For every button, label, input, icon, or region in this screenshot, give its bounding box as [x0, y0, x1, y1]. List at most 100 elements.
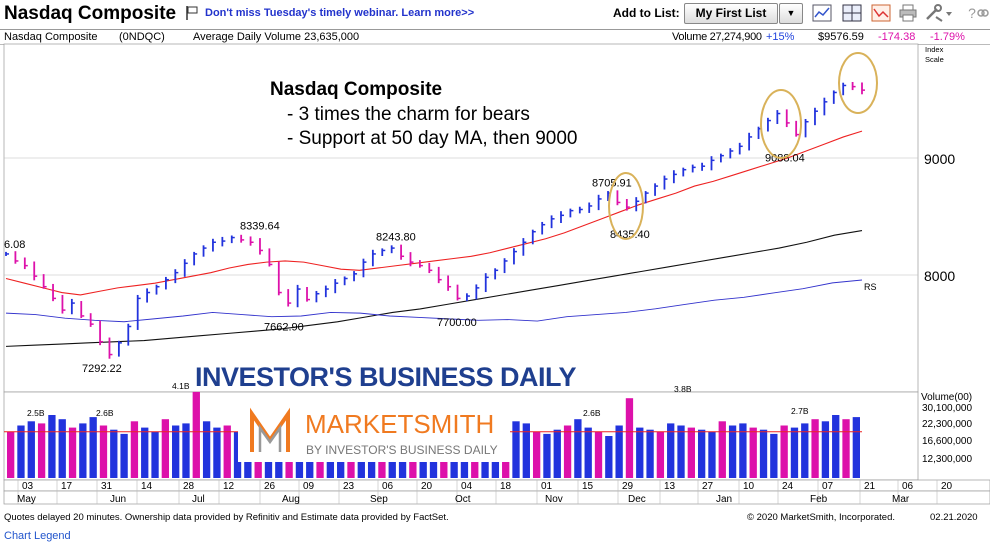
volume-bar — [543, 433, 551, 478]
chevron-down-icon[interactable]: ▼ — [779, 3, 803, 24]
x-day-label: 09 — [303, 481, 315, 492]
chevron-down-small-icon[interactable] — [944, 4, 954, 22]
index-scale-label: Scale — [925, 55, 944, 64]
x-day-label: 26 — [264, 481, 276, 492]
volume-bar — [780, 425, 788, 478]
line-chart-icon[interactable] — [812, 4, 832, 22]
marketsmith-logo-mark — [250, 407, 290, 452]
volume-bar — [832, 415, 840, 478]
x-month-label: Jun — [110, 494, 126, 505]
volume-peak-label: 2.6B — [583, 408, 601, 418]
volume-bar — [728, 425, 737, 478]
volume-bar — [89, 417, 97, 478]
x-day-label: 06 — [902, 481, 914, 492]
price-annotation-label: 8339.64 — [240, 220, 280, 232]
volume-bar — [110, 429, 118, 478]
volume-bar — [656, 431, 665, 478]
volume-bar — [182, 423, 190, 478]
price-tick-label: 9000 — [924, 151, 955, 167]
tools-icon[interactable] — [924, 4, 944, 22]
volume-bar — [801, 423, 809, 478]
volume-bar — [37, 423, 46, 478]
volume-bar — [821, 421, 830, 478]
volume-bar — [667, 423, 675, 478]
list-select[interactable]: My First List — [684, 3, 778, 24]
volume-value: Volume 27,274,900 — [672, 31, 762, 43]
price-annotation-label: 7662.90 — [264, 321, 304, 333]
help-icon[interactable]: ? — [962, 4, 982, 22]
x-month-label: Jan — [716, 494, 732, 505]
x-day-label: 15 — [582, 481, 594, 492]
security-name: Nasdaq Composite — [4, 31, 98, 43]
price-annotation-label: 7700.00 — [437, 317, 477, 329]
volume-tick-label: 12,300,000 — [922, 454, 972, 465]
x-month-label: Dec — [628, 494, 646, 505]
print-icon[interactable] — [898, 4, 918, 22]
volume-bar — [697, 429, 706, 478]
x-day-label: 14 — [141, 481, 153, 492]
volume-peak-label: 3.8B — [674, 384, 692, 394]
volume-bar — [120, 433, 128, 478]
link-icon[interactable] — [977, 4, 989, 22]
x-day-label: 24 — [782, 481, 794, 492]
volume-peak-label: 2.6B — [96, 408, 114, 418]
marketsmith-logo-text: MARKETSMITH — [305, 409, 494, 439]
volume-bar — [574, 419, 582, 478]
x-month-label: Jul — [192, 494, 205, 505]
marketsmith-logo-box — [238, 402, 510, 462]
price-tick-label: 8000 — [924, 268, 955, 284]
x-day-label: 07 — [822, 481, 834, 492]
rs-label: RS — [864, 282, 877, 292]
x-month-label: Mar — [892, 494, 910, 505]
volume-bar — [202, 421, 211, 478]
volume-bar — [130, 421, 139, 478]
volume-bar — [223, 425, 231, 478]
index-scale-label: Index — [925, 45, 944, 54]
volume-bar — [68, 427, 77, 478]
volume-bar — [739, 423, 747, 478]
volume-bar — [58, 419, 66, 478]
x-month-label: Feb — [810, 494, 828, 505]
add-to-list-label: Add to List: — [613, 6, 680, 20]
x-day-label: 18 — [500, 481, 512, 492]
price-change-percent: -1.79% — [930, 31, 965, 43]
highlight-circle-1 — [608, 172, 644, 240]
x-day-label: 01 — [541, 481, 553, 492]
volume-bar — [615, 425, 623, 478]
webinar-promo-link[interactable]: Don't miss Tuesday's timely webinar. Lea… — [205, 7, 475, 19]
svg-text:?: ? — [968, 5, 976, 21]
volume-bar — [512, 421, 520, 478]
volume-bar — [151, 431, 159, 478]
volume-bar — [677, 425, 685, 478]
volume-bar — [605, 436, 613, 478]
volume-bar — [852, 417, 860, 478]
ma50-line — [5, 130, 863, 296]
volume-bar — [636, 427, 644, 478]
x-day-label: 06 — [382, 481, 394, 492]
volume-bar — [532, 431, 541, 478]
volume-bar — [790, 427, 799, 478]
volume-bar — [48, 415, 56, 478]
x-day-label: 03 — [22, 481, 34, 492]
x-day-label: 13 — [664, 481, 676, 492]
volume-tick-label: 16,600,000 — [922, 436, 972, 447]
grid-layout-icon[interactable] — [842, 4, 862, 22]
flag-icon[interactable] — [186, 6, 198, 20]
volume-bar — [563, 425, 572, 478]
x-month-label: Aug — [282, 494, 300, 505]
annotation-heading: Nasdaq Composite — [270, 79, 442, 100]
x-day-label: 28 — [183, 481, 195, 492]
rs-line — [5, 279, 863, 323]
chart-legend-link[interactable]: Chart Legend — [4, 530, 71, 542]
x-month-label: Sep — [370, 494, 388, 505]
x-day-label: 17 — [61, 481, 73, 492]
price-annotation-label: 8705.91 — [592, 177, 632, 189]
x-day-label: 21 — [864, 481, 876, 492]
volume-axis-title: Volume(00) — [921, 392, 972, 403]
x-month-label: Nov — [545, 494, 563, 505]
volume-bar — [27, 421, 35, 478]
footer-copyright: © 2020 MarketSmith, Incorporated. — [747, 512, 895, 523]
x-day-label: 20 — [941, 481, 953, 492]
alert-chart-icon[interactable] — [871, 4, 891, 22]
